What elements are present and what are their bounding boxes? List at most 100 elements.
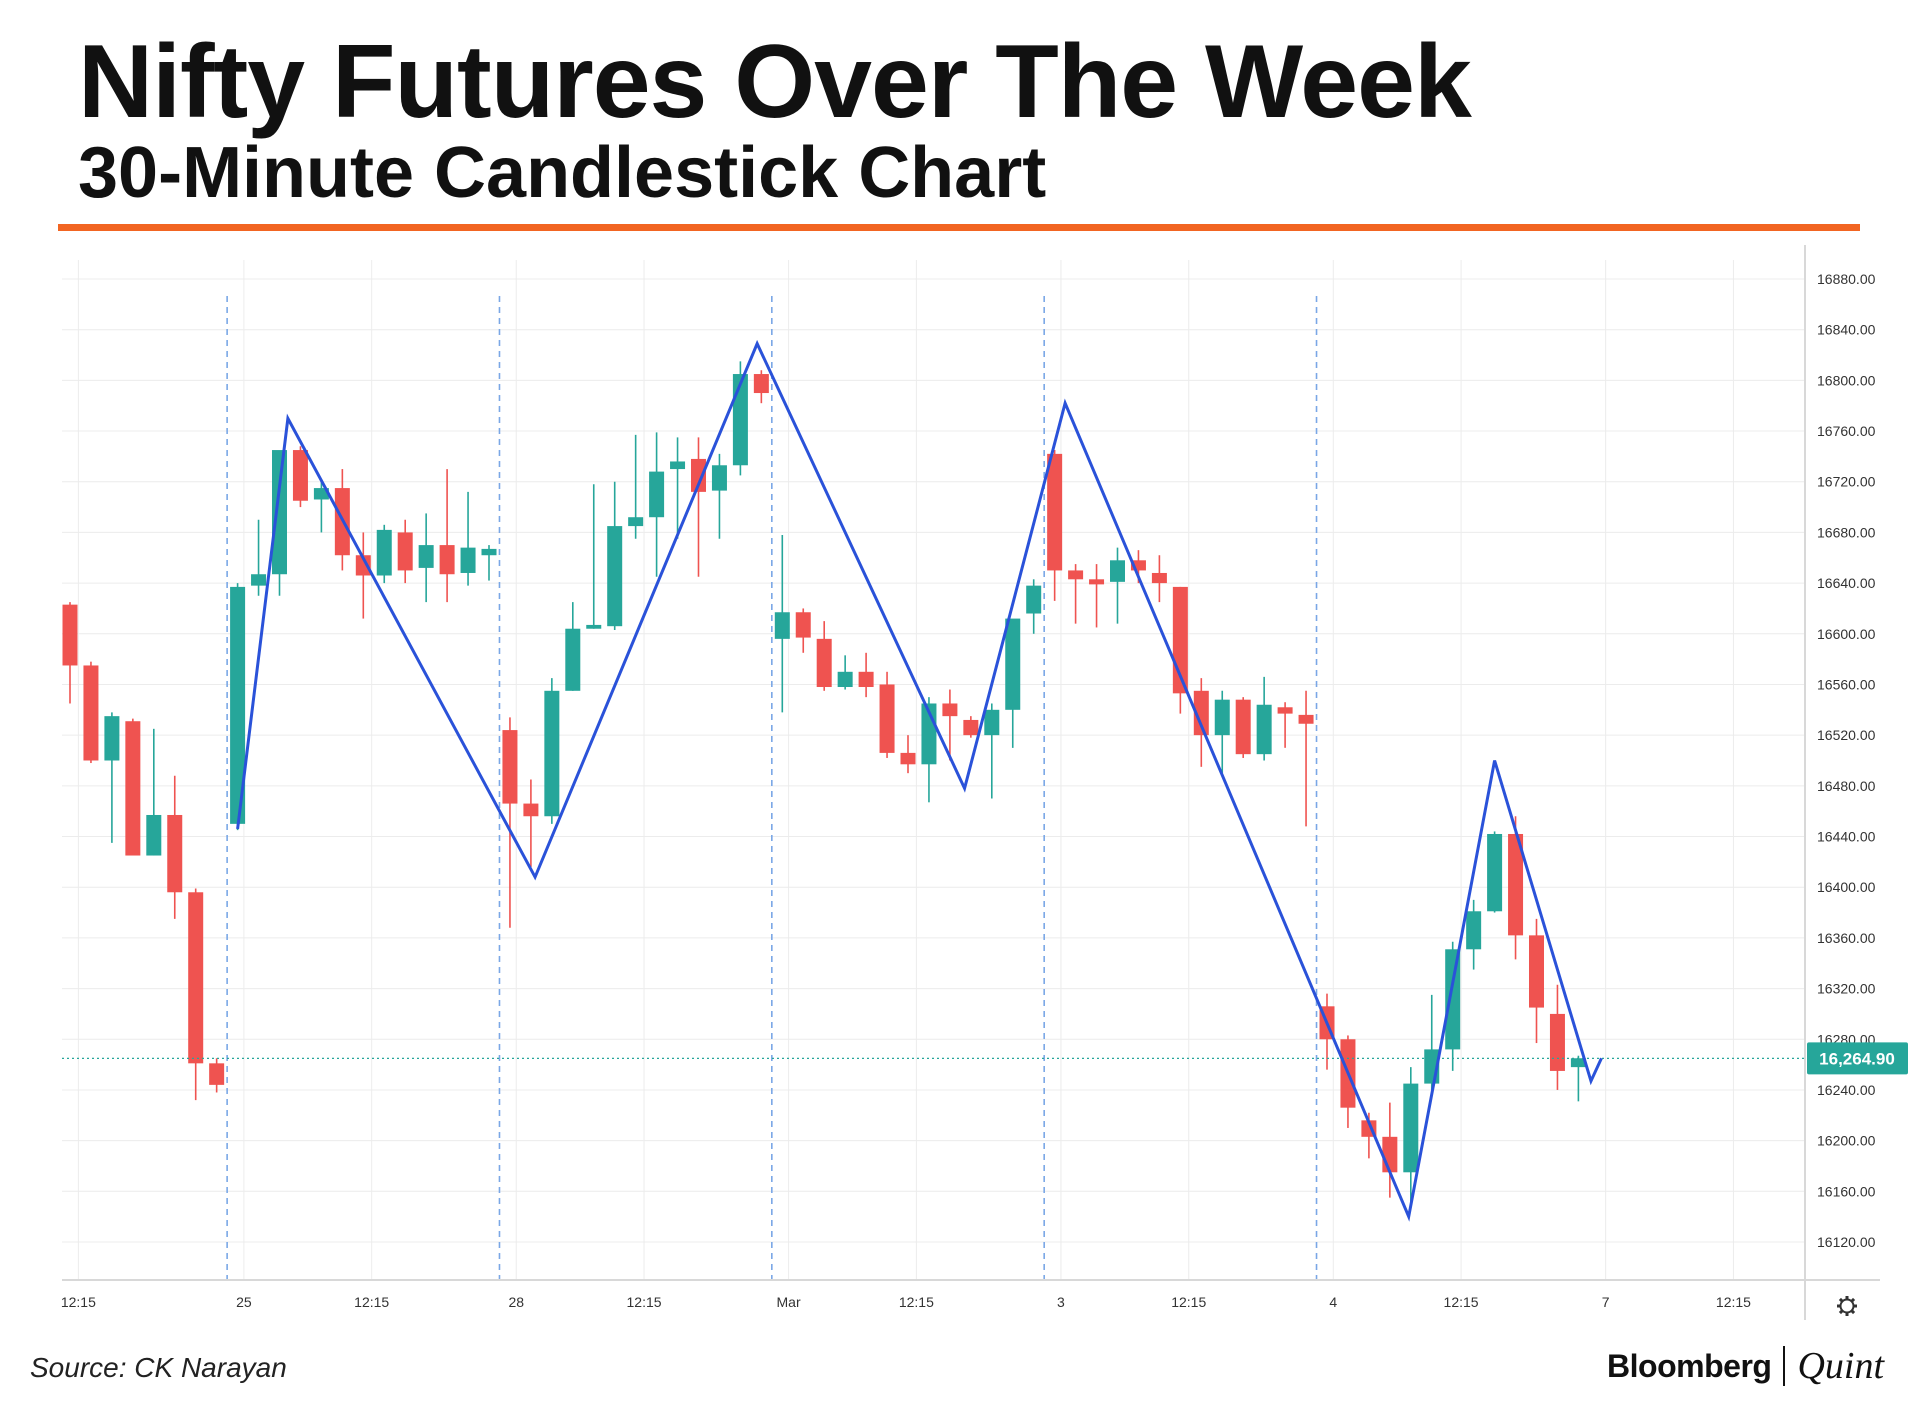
candle-down [502, 717, 518, 928]
candle-body [942, 703, 958, 717]
candle-body [523, 803, 539, 817]
y-tick-label: 16520.00 [1817, 727, 1876, 743]
candle-up [1403, 1067, 1419, 1204]
y-tick-label: 16640.00 [1817, 575, 1876, 591]
candle-body [963, 719, 979, 736]
candle-down [1235, 697, 1251, 758]
candle-down [355, 532, 371, 619]
candle-up [711, 453, 727, 539]
candle-body [1466, 911, 1482, 950]
candle-body [439, 545, 455, 575]
candle-body [1382, 1136, 1398, 1173]
candle-body [146, 814, 162, 856]
zigzag-line [236, 339, 1603, 1222]
candle-up [544, 678, 560, 824]
y-tick-label: 16200.00 [1817, 1133, 1876, 1149]
candle-up [1570, 1055, 1586, 1102]
y-tick-label: 16400.00 [1817, 879, 1876, 895]
candle-down [753, 370, 769, 404]
candle-body [1214, 699, 1230, 736]
candles-layer [62, 361, 1805, 1204]
candle-body [670, 461, 686, 470]
candle-body [1089, 579, 1105, 585]
candle-up [104, 712, 120, 843]
candle-body [83, 665, 99, 761]
candle-up [1466, 899, 1482, 970]
axes-layer: 16880.00 16840.00 16800.00 16760.00 16720.00… [61, 245, 1908, 1320]
candle-down [942, 689, 958, 761]
y-tick-label: 16320.00 [1817, 981, 1876, 997]
candle-body [167, 814, 183, 893]
candle-up [670, 437, 686, 539]
candle-body [376, 529, 392, 576]
candle-up [984, 703, 1000, 799]
y-tick-label: 16240.00 [1817, 1082, 1876, 1098]
x-tick-label: 12:15 [61, 1294, 96, 1310]
last-price-label: 16,264.90 [1819, 1049, 1895, 1068]
candle-body [272, 450, 287, 575]
title-divider [58, 224, 1860, 231]
x-tick-label: 12:15 [1716, 1294, 1751, 1310]
candle-down [858, 652, 874, 698]
candle-down [83, 661, 99, 764]
y-tick-label: 16120.00 [1817, 1234, 1876, 1250]
candle-down [397, 519, 413, 584]
x-tick-label: 4 [1329, 1294, 1337, 1310]
candle-up [1214, 690, 1230, 774]
y-tick-label: 16480.00 [1817, 778, 1876, 794]
candle-up [586, 484, 602, 629]
candle-up [1005, 618, 1021, 748]
candle-body [397, 532, 413, 571]
candle-up [628, 434, 644, 539]
y-tick-label: 16440.00 [1817, 829, 1876, 845]
y-tick-label: 16600.00 [1817, 626, 1876, 642]
candle-body [251, 574, 267, 586]
brand-separator [1783, 1346, 1786, 1386]
candle-body [188, 892, 204, 1064]
candle-up [460, 491, 476, 586]
candle-body [858, 671, 874, 688]
candle-body [544, 690, 560, 817]
candle-body [292, 450, 308, 501]
candle-down [1277, 702, 1293, 748]
candle-up [313, 481, 329, 533]
candle-body [481, 548, 497, 556]
candle-down [125, 718, 141, 856]
candle-body [1068, 570, 1084, 580]
candle-body [607, 526, 623, 627]
candle-body [1277, 707, 1293, 714]
candle-body [691, 458, 706, 492]
candle-body [1151, 572, 1167, 584]
candle-body [209, 1063, 225, 1085]
candle-body [900, 752, 916, 765]
x-tick-label: 3 [1057, 1294, 1065, 1310]
x-tick-label: 12:15 [1444, 1294, 1479, 1310]
candle-body [125, 721, 141, 856]
gear-icon[interactable] [1837, 1296, 1857, 1316]
candle-down [439, 469, 455, 603]
session-break-layer [226, 296, 1318, 1280]
candle-body [879, 684, 895, 753]
candle-down [1529, 918, 1544, 1044]
y-tick-label: 16560.00 [1817, 676, 1876, 692]
candle-down [1047, 450, 1063, 601]
y-tick-label: 16840.00 [1817, 322, 1876, 338]
candle-body [313, 488, 329, 500]
y-tick-label: 16160.00 [1817, 1183, 1876, 1199]
candle-body [1508, 833, 1524, 936]
candle-up [251, 519, 267, 596]
candle-down [816, 621, 832, 691]
x-tick-label: 12:15 [627, 1294, 662, 1310]
candle-down [292, 446, 308, 508]
candle-body [62, 604, 78, 666]
candle-down [1172, 586, 1188, 714]
x-tick-label: Mar [777, 1294, 801, 1310]
candle-body [502, 730, 518, 804]
candle-body [230, 586, 246, 824]
candle-up [230, 583, 246, 831]
candle-up [376, 524, 392, 584]
brand-logo: Bloomberg Quint [1607, 1344, 1884, 1388]
zigzag-layer [236, 339, 1603, 1222]
candle-up [774, 534, 790, 713]
brand-secondary: Quint [1797, 1345, 1884, 1387]
